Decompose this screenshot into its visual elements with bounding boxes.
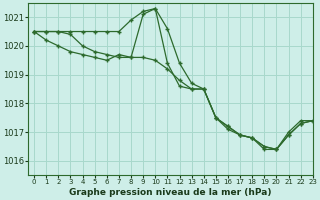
X-axis label: Graphe pression niveau de la mer (hPa): Graphe pression niveau de la mer (hPa) [69, 188, 272, 197]
